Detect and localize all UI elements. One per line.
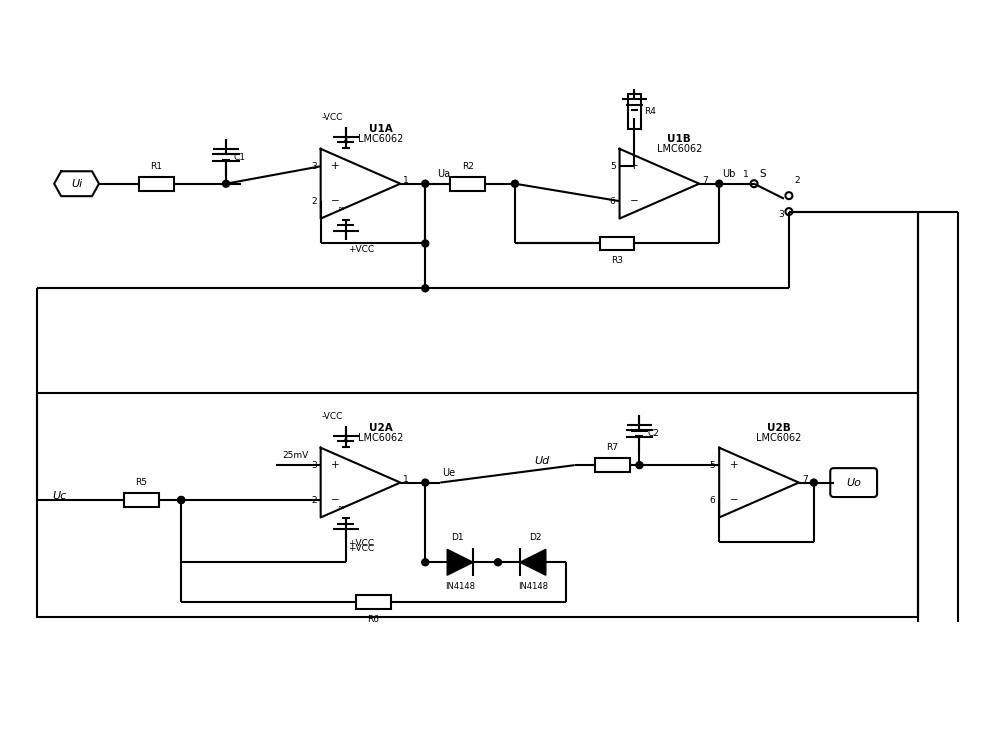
Circle shape xyxy=(422,181,429,187)
Text: Uo: Uo xyxy=(846,478,861,487)
Text: LMC6062: LMC6062 xyxy=(756,432,802,443)
Polygon shape xyxy=(447,549,473,575)
Text: LMC6062: LMC6062 xyxy=(358,134,403,144)
Text: −: − xyxy=(730,495,738,505)
Text: R4: R4 xyxy=(644,107,656,116)
Text: 2: 2 xyxy=(311,197,317,206)
Text: C2: C2 xyxy=(647,429,659,438)
Text: 1: 1 xyxy=(403,475,409,484)
Text: +: + xyxy=(630,161,639,172)
Text: Ua: Ua xyxy=(437,169,450,179)
Text: +VCC: +VCC xyxy=(349,545,375,554)
Text: U2A: U2A xyxy=(369,423,392,432)
Text: R6: R6 xyxy=(367,615,379,624)
Text: −: − xyxy=(331,196,340,206)
Circle shape xyxy=(511,181,518,187)
Text: R3: R3 xyxy=(611,256,623,265)
Bar xyxy=(450,177,485,191)
Circle shape xyxy=(422,479,429,486)
Text: 3: 3 xyxy=(778,210,784,219)
Text: LMC6062: LMC6062 xyxy=(358,432,403,443)
Text: R5: R5 xyxy=(135,478,147,487)
Bar xyxy=(628,94,641,129)
Circle shape xyxy=(810,479,817,486)
Text: LMC6062: LMC6062 xyxy=(657,144,702,154)
Circle shape xyxy=(422,559,429,565)
Text: R2: R2 xyxy=(462,162,474,171)
Circle shape xyxy=(422,240,429,247)
Text: S: S xyxy=(759,169,766,179)
Text: U1B: U1B xyxy=(667,134,691,144)
Text: 4: 4 xyxy=(343,435,348,445)
Text: 2: 2 xyxy=(794,176,800,185)
Text: 1: 1 xyxy=(743,169,749,179)
Text: 7: 7 xyxy=(702,176,708,185)
Bar xyxy=(600,236,634,250)
Circle shape xyxy=(495,559,501,565)
Text: IN4148: IN4148 xyxy=(445,583,475,591)
Text: +: + xyxy=(331,460,340,470)
Bar xyxy=(595,458,630,472)
Text: D2: D2 xyxy=(530,533,542,542)
Text: Ud: Ud xyxy=(535,456,550,466)
Text: IN4148: IN4148 xyxy=(518,583,548,591)
Circle shape xyxy=(785,208,792,215)
Circle shape xyxy=(178,496,185,504)
Text: 6: 6 xyxy=(610,197,616,206)
Text: 3: 3 xyxy=(311,461,317,470)
Text: -VCC: -VCC xyxy=(321,412,343,421)
Circle shape xyxy=(223,181,230,187)
Text: 4: 4 xyxy=(343,137,348,146)
Text: Ue: Ue xyxy=(442,467,455,478)
Text: +VCC: +VCC xyxy=(349,539,375,548)
Text: Ui: Ui xyxy=(71,179,82,189)
Text: +: + xyxy=(730,460,738,470)
Text: R7: R7 xyxy=(606,443,618,452)
Text: U2B: U2B xyxy=(767,423,791,432)
Text: ∞: ∞ xyxy=(337,204,344,213)
Bar xyxy=(37,393,918,617)
Text: R1: R1 xyxy=(150,162,162,171)
Text: 2: 2 xyxy=(311,496,317,504)
Text: 7: 7 xyxy=(802,475,808,484)
Circle shape xyxy=(751,181,758,187)
Bar xyxy=(356,595,391,609)
Text: D1: D1 xyxy=(451,533,463,542)
Text: 5: 5 xyxy=(709,461,715,470)
Text: Ub: Ub xyxy=(722,169,736,179)
Text: U1A: U1A xyxy=(369,124,392,134)
Text: +: + xyxy=(331,161,340,172)
Polygon shape xyxy=(520,549,546,575)
Text: 6: 6 xyxy=(709,496,715,504)
Text: ∞: ∞ xyxy=(337,503,344,512)
Text: +VCC: +VCC xyxy=(349,245,375,254)
Text: −: − xyxy=(630,196,639,206)
Circle shape xyxy=(178,496,185,504)
Text: 3: 3 xyxy=(311,162,317,171)
Text: 25mV: 25mV xyxy=(283,451,309,460)
Text: -VCC: -VCC xyxy=(321,113,343,122)
Text: 5: 5 xyxy=(610,162,616,171)
Text: 1: 1 xyxy=(403,176,409,185)
Bar xyxy=(124,493,159,507)
Circle shape xyxy=(716,181,723,187)
Bar xyxy=(139,177,174,191)
Circle shape xyxy=(422,285,429,292)
Text: −: − xyxy=(331,495,340,505)
Circle shape xyxy=(636,461,643,469)
Circle shape xyxy=(785,192,792,199)
Text: C1: C1 xyxy=(234,153,246,162)
Text: Uc: Uc xyxy=(52,491,67,501)
